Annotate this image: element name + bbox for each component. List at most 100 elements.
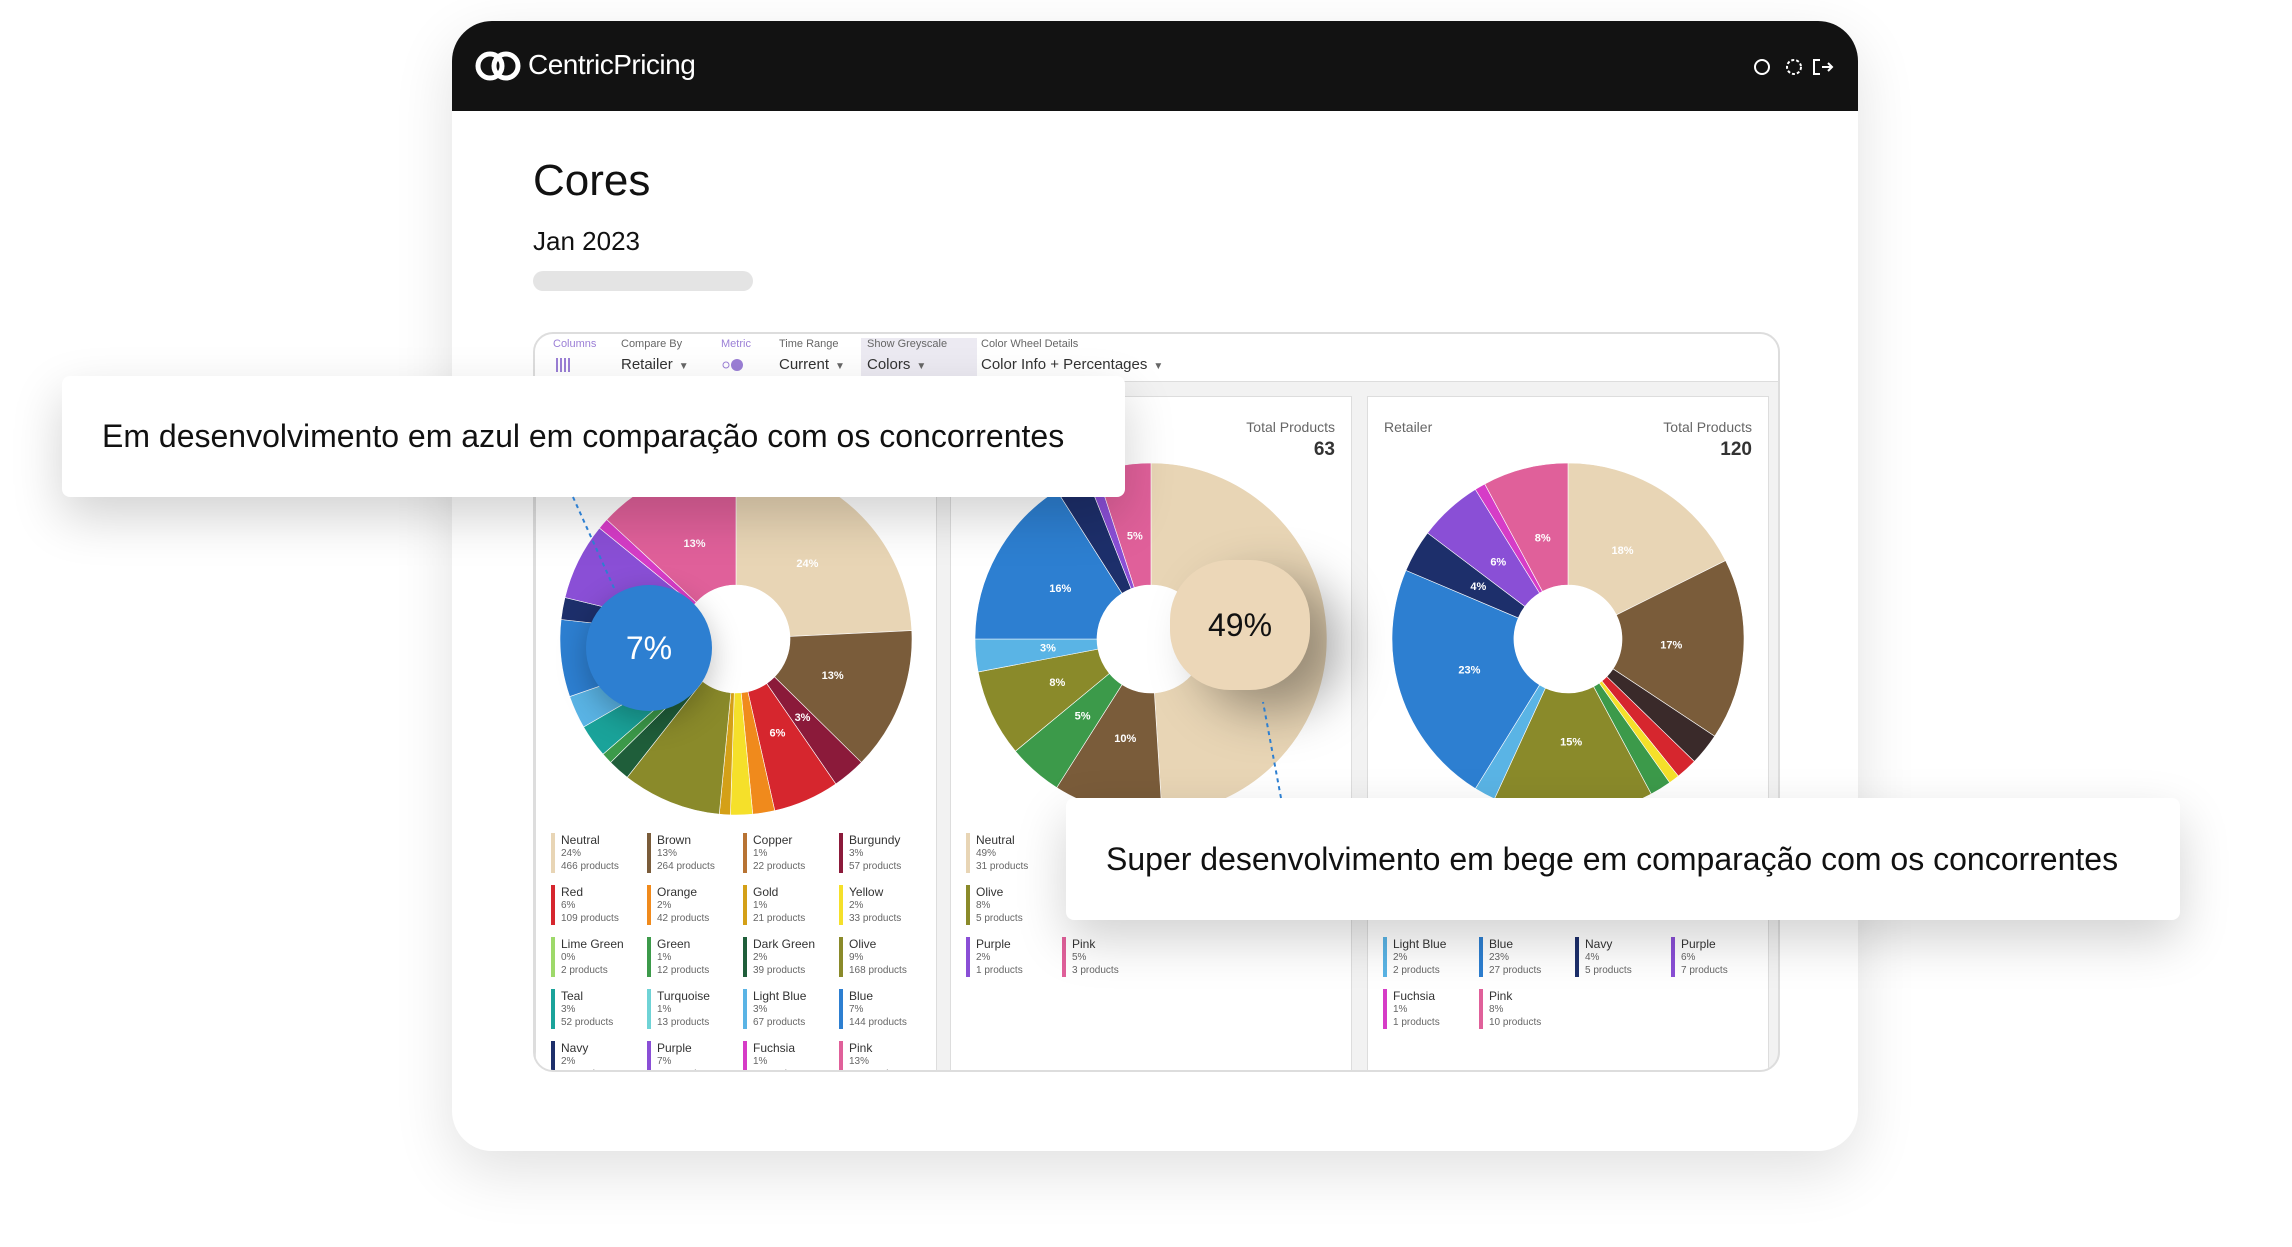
- slice-label: 8%: [1049, 677, 1065, 689]
- legend-percent: 1%: [657, 1004, 672, 1015]
- slice-label: 23%: [1458, 664, 1480, 676]
- highlight-bubble: 7%: [586, 585, 712, 711]
- legend-item: Neutral 24% 466 products: [551, 833, 619, 875]
- control-label: Compare By: [621, 338, 683, 350]
- dropdown-caret: ▼: [678, 361, 689, 372]
- legend-products: 67 products: [753, 1017, 806, 1028]
- icon-dot: [722, 361, 730, 369]
- legend-percent: 2%: [657, 900, 672, 911]
- legend-name: Light Blue: [753, 989, 807, 1003]
- legend-swatch: [647, 989, 651, 1029]
- donut-hole: [1514, 585, 1622, 693]
- legend-products: 57 products: [849, 861, 902, 872]
- legend-products: 33 products: [849, 913, 902, 924]
- legend-products: 144 products: [849, 1017, 907, 1028]
- toolbar-control[interactable]: Compare By Retailer ▼: [615, 338, 717, 378]
- legend-item: Yellow 2% 33 products: [839, 885, 901, 927]
- legend-products: 7 products: [1681, 965, 1728, 976]
- legend-products: 168 products: [849, 965, 907, 976]
- toolbar-control[interactable]: Metric: [715, 338, 775, 378]
- legend-products: 21 products: [753, 913, 806, 924]
- slice-label: 10%: [1114, 733, 1136, 745]
- slice-label: 16%: [1049, 583, 1071, 595]
- legend-name: Neutral: [976, 833, 1015, 847]
- legend-name: Burgundy: [849, 833, 901, 847]
- legend-name: Dark Green: [753, 937, 816, 951]
- legend-swatch: [1671, 937, 1675, 977]
- legend-item: Pink 8% 10 products: [1479, 989, 1541, 1031]
- header-icons[interactable]: [1752, 55, 1842, 79]
- legend-name: Blue: [1489, 937, 1514, 951]
- legend-item: Olive 8% 5 products: [966, 885, 1023, 927]
- legend-name: Copper: [753, 833, 793, 847]
- legend-swatch: [839, 885, 843, 925]
- slice-label: 13%: [683, 538, 705, 550]
- legend-swatch: [743, 989, 747, 1029]
- legend-swatch: [647, 833, 651, 873]
- icon-bar: [560, 358, 562, 372]
- legend-products: 253 products: [849, 1068, 907, 1070]
- toolbar: Columns Compare By Retailer ▼ Metric Time Ran…: [535, 334, 1778, 382]
- legend-products: 31 products: [976, 861, 1029, 872]
- control-icon: [556, 358, 570, 372]
- legend-swatch: [743, 833, 747, 873]
- legend-item: Red 6% 109 products: [551, 885, 619, 927]
- legend-swatch: [1062, 937, 1066, 977]
- legend-item: Copper 1% 22 products: [743, 833, 805, 875]
- control-label: Color Wheel Details: [981, 338, 1079, 350]
- legend-products: 1 products: [976, 965, 1023, 976]
- legend-products: 25 products: [753, 1068, 805, 1070]
- slice-label: 5%: [1075, 711, 1091, 723]
- control-label: Columns: [553, 338, 597, 350]
- icon-bar: [564, 358, 566, 372]
- legend-name: Fuchsia: [1393, 989, 1436, 1003]
- toolbar-control[interactable]: Time Range Current ▼: [773, 338, 865, 378]
- legend-name: Fuchsia: [753, 1041, 796, 1055]
- legend-item: Orange 2% 42 products: [647, 885, 709, 927]
- legend-percent: 8%: [1489, 1004, 1504, 1015]
- legend-percent: 9%: [849, 952, 864, 963]
- slice-label: 6%: [1490, 556, 1506, 568]
- legend-products: 49 products: [561, 1068, 613, 1070]
- legend-products: 5 products: [1585, 965, 1632, 976]
- legend-products: 27 products: [1489, 965, 1542, 976]
- dropdown-caret: ▼: [916, 361, 927, 372]
- legend-percent: 1%: [657, 952, 672, 963]
- legend-swatch: [551, 1041, 555, 1070]
- legend-percent: 2%: [849, 900, 864, 911]
- legend-products: 2 products: [561, 965, 608, 976]
- legend-products: 39 products: [753, 965, 806, 976]
- legend-swatch: [966, 833, 970, 873]
- legend-percent: 2%: [561, 1056, 576, 1067]
- legend-name: Purple: [976, 937, 1011, 951]
- legend-name: Yellow: [849, 885, 884, 899]
- ring-slice: [1391, 570, 1540, 790]
- legend-name: Pink: [849, 1041, 873, 1055]
- logo: CentricPricing: [528, 49, 696, 80]
- slice-label: 18%: [1611, 545, 1633, 557]
- legend-swatch: [966, 937, 970, 977]
- control-value-text: Color Info + Percentages: [981, 356, 1148, 373]
- slice-label: 8%: [1535, 533, 1551, 545]
- legend-swatch: [839, 937, 843, 977]
- toolbar-control[interactable]: Columns: [547, 338, 613, 378]
- legend-name: Purple: [1681, 937, 1716, 951]
- legend-item: Blue 7% 144 products: [839, 989, 907, 1031]
- legend-item: Blue 23% 27 products: [1479, 937, 1541, 979]
- toolbar-control[interactable]: Show Greyscale Colors ▼: [861, 338, 977, 378]
- legend-name: Brown: [657, 833, 692, 847]
- legend-percent: 5%: [1072, 952, 1087, 963]
- control-icon: [722, 359, 743, 371]
- toolbar-control[interactable]: Color Wheel Details Color Info + Percenta…: [975, 338, 1181, 378]
- legend-name: Blue: [849, 989, 874, 1003]
- legend-item: Pink 5% 3 products: [1062, 937, 1119, 979]
- legend-swatch: [1383, 937, 1387, 977]
- legend-name: Pink: [1072, 937, 1096, 951]
- legend-name: Navy: [561, 1041, 589, 1055]
- legend-products: 2 products: [1393, 965, 1440, 976]
- legend-percent: 0%: [561, 952, 576, 963]
